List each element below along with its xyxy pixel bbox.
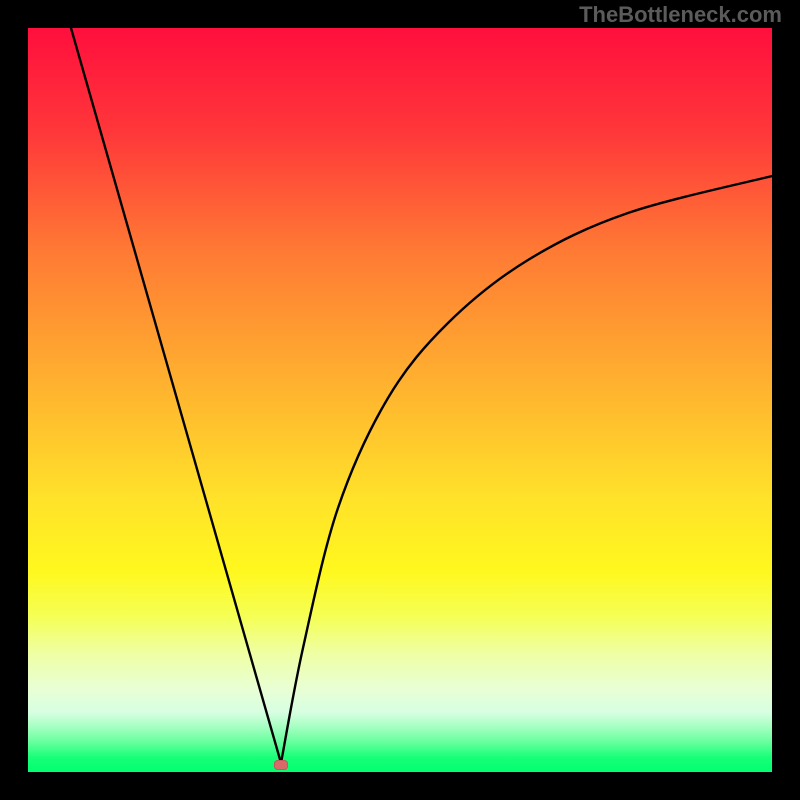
watermark-text: TheBottleneck.com <box>579 2 782 28</box>
frame-right <box>772 0 800 800</box>
frame-bottom <box>0 772 800 800</box>
bottleneck-curve <box>28 28 772 772</box>
trough-marker <box>274 760 288 770</box>
frame-left <box>0 0 28 800</box>
plot-area <box>28 28 772 772</box>
curve-path <box>71 28 772 763</box>
